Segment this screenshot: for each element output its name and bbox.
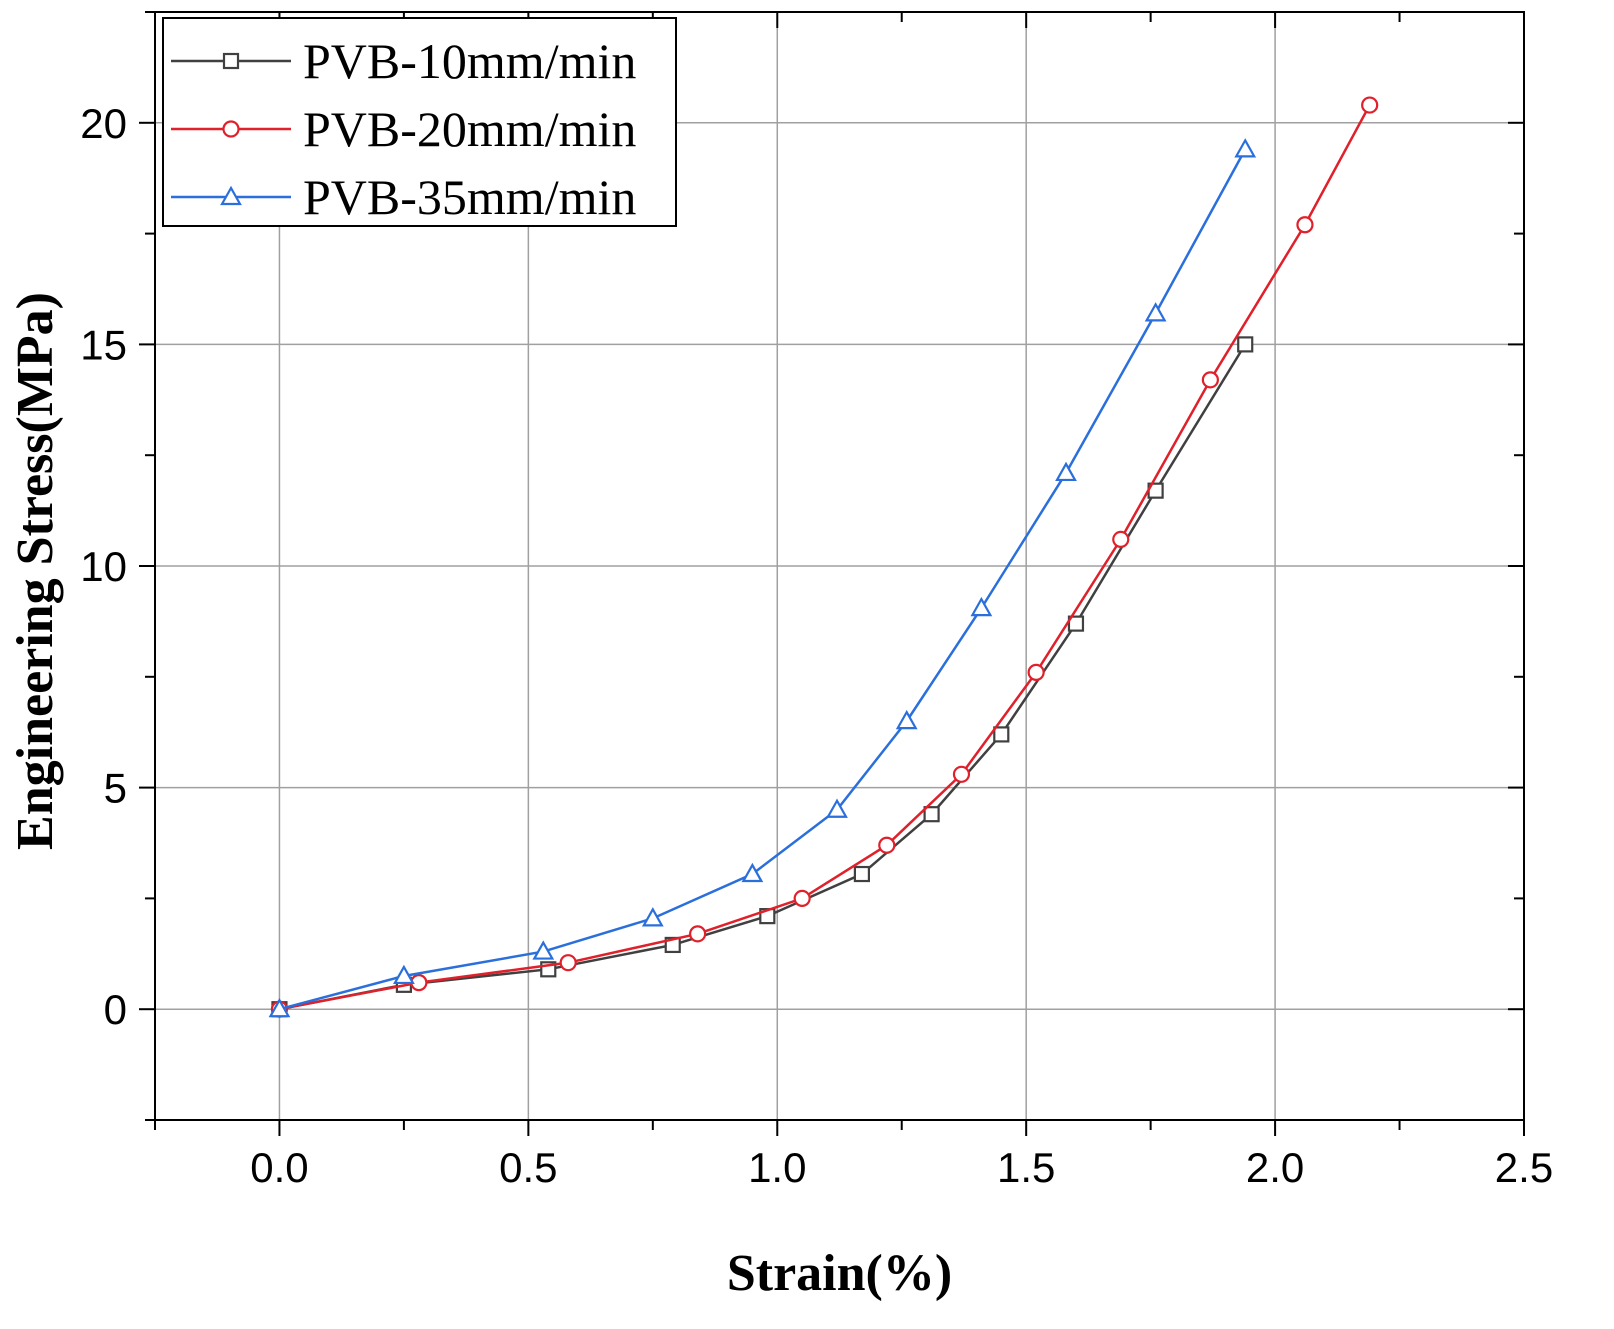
data-point bbox=[923, 806, 940, 823]
series-3 bbox=[268, 138, 1257, 1018]
data-point bbox=[952, 765, 971, 783]
legend-swatch-marker bbox=[222, 52, 240, 70]
data-point bbox=[532, 940, 555, 960]
x-tick-label: 2.0 bbox=[1246, 1144, 1304, 1191]
series-line bbox=[279, 148, 1247, 1011]
data-point bbox=[1201, 371, 1219, 389]
y-tick-label: 0 bbox=[104, 986, 127, 1033]
data-point bbox=[268, 997, 291, 1018]
legend-label: PVB-20mm/min bbox=[303, 101, 636, 157]
data-point bbox=[1296, 216, 1314, 234]
data-point bbox=[793, 889, 811, 908]
data-point bbox=[393, 964, 415, 985]
data-point bbox=[1055, 461, 1077, 482]
data-point bbox=[1027, 663, 1045, 681]
y-tick-label: 10 bbox=[80, 543, 127, 590]
y-tick-label: 15 bbox=[80, 321, 127, 368]
legend-item: PVB-10mm/min bbox=[171, 33, 636, 89]
data-point bbox=[1067, 615, 1085, 632]
data-point bbox=[853, 865, 871, 883]
legend-swatch-marker bbox=[222, 120, 240, 138]
legend-item: PVB-35mm/min bbox=[171, 169, 636, 225]
y-tick-label: 20 bbox=[80, 100, 127, 147]
x-tick-label: 2.5 bbox=[1495, 1144, 1553, 1191]
y-tick-label: 5 bbox=[104, 765, 127, 812]
legend-box bbox=[162, 17, 677, 227]
data-point bbox=[1112, 530, 1130, 549]
data-point bbox=[993, 726, 1010, 743]
legend-swatch-marker bbox=[220, 185, 242, 206]
data-point bbox=[1234, 138, 1257, 158]
data-point bbox=[895, 709, 918, 730]
data-point bbox=[826, 798, 848, 818]
axis-ticks: 0.0 0.5 1.0 1.5 2.0 2.5 0 5 10 15 20 bbox=[80, 11, 1553, 1191]
data-point bbox=[878, 836, 896, 854]
legend-item: PVB-20mm/min bbox=[171, 101, 636, 157]
data-point bbox=[689, 925, 707, 943]
data-point bbox=[1237, 336, 1254, 353]
data-point bbox=[1144, 302, 1167, 322]
data-point bbox=[1361, 96, 1379, 114]
series-2 bbox=[270, 96, 1379, 1018]
data-point bbox=[741, 862, 764, 883]
y-axis-title: Engineering Stress(MPa) bbox=[7, 292, 64, 850]
legend-label: PVB-10mm/min bbox=[303, 33, 636, 89]
x-tick-label: 1.5 bbox=[997, 1144, 1055, 1191]
legend-label: PVB-35mm/min bbox=[303, 169, 636, 225]
x-tick-label: 0.0 bbox=[250, 1144, 308, 1191]
data-point bbox=[970, 596, 993, 617]
x-axis-title: Strain(%) bbox=[727, 1245, 952, 1302]
legend: PVB-10mm/min PVB-20mm/min PVB-35mm/min bbox=[162, 17, 677, 227]
data-point bbox=[641, 907, 664, 927]
data-point bbox=[559, 954, 577, 972]
x-tick-label: 1.0 bbox=[748, 1144, 806, 1191]
series-layer bbox=[268, 96, 1379, 1018]
x-tick-label: 0.5 bbox=[499, 1144, 557, 1191]
series-line bbox=[279, 104, 1371, 1011]
series-1 bbox=[271, 336, 1254, 1018]
